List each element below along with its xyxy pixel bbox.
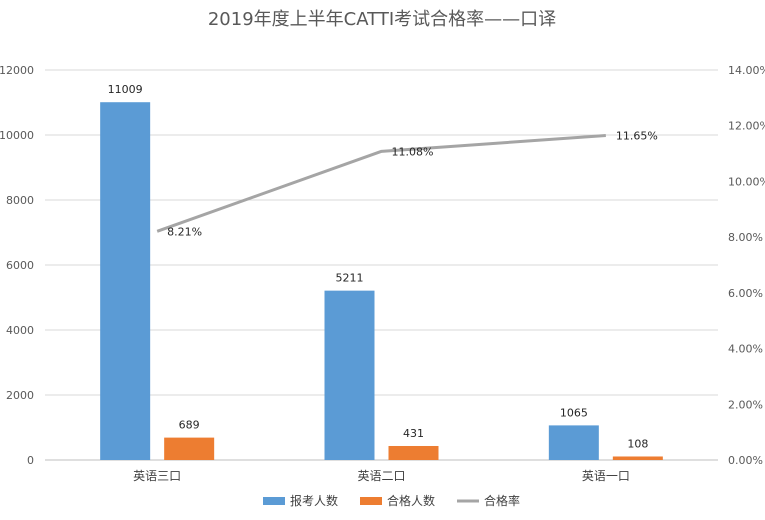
y-axis-right: 0.00% 2.00% 4.00% 6.00% 8.00% 10.00% 12.00% 14.… — [728, 64, 765, 467]
legend-label: 合格人数 — [387, 493, 435, 508]
legend-swatch — [360, 497, 382, 505]
x-category-label: 英语一口 — [582, 469, 630, 483]
y-right-tick-label: 4.00% — [728, 343, 763, 356]
y-right-tick-label: 8.00% — [728, 231, 763, 244]
bar-data-label: 108 — [627, 437, 648, 450]
bar-data-label: 431 — [403, 427, 424, 440]
bar-报考人数-英语一口 — [548, 425, 599, 460]
bar-合格人数-英语三口 — [164, 437, 215, 460]
x-category-label: 英语二口 — [357, 469, 405, 483]
y-left-tick-label: 0 — [27, 454, 34, 467]
bar-合格人数-英语一口 — [612, 456, 663, 460]
line-data-label: 11.08% — [392, 145, 434, 158]
bar-报考人数-英语三口 — [100, 102, 151, 461]
bar-data-label: 11009 — [108, 83, 143, 96]
bar-报考人数-英语二口 — [324, 290, 375, 460]
bar-data-label: 1065 — [560, 406, 588, 419]
y-axis-left: 0 2000 4000 6000 8000 10000 12000 — [0, 64, 34, 467]
legend-label: 报考人数 — [290, 493, 338, 508]
y-left-tick-label: 8000 — [6, 194, 34, 207]
y-right-tick-label: 2.00% — [728, 398, 763, 411]
line-data-label: 8.21% — [167, 225, 202, 238]
data-labels: 11009 5211 1065 689 431 108 8.21% 11.08% 11.65% — [108, 83, 658, 450]
bar-data-label: 689 — [179, 419, 200, 432]
y-left-tick-label: 10000 — [0, 129, 34, 142]
legend-label: 合格率 — [484, 493, 520, 508]
line-合格率 — [156, 133, 606, 233]
x-category-label: 英语三口 — [133, 469, 181, 483]
y-left-tick-label: 4000 — [6, 324, 34, 337]
legend: 报考人数 合格人数 合格率 — [263, 493, 520, 508]
y-left-tick-label: 2000 — [6, 389, 34, 402]
y-right-tick-label: 10.00% — [728, 175, 765, 188]
legend-swatch — [263, 497, 285, 505]
y-right-tick-label: 0.00% — [728, 454, 763, 467]
chart-title: 2019年度上半年CATTI考试合格率——口译 — [208, 9, 556, 30]
y-right-tick-label: 12.00% — [728, 120, 765, 133]
y-right-tick-label: 14.00% — [728, 64, 765, 77]
x-axis-categories: 英语三口 英语二口 英语一口 — [133, 469, 630, 483]
bar-合格人数-英语二口 — [388, 445, 439, 460]
gridlines — [45, 69, 718, 461]
line-data-label: 11.65% — [616, 129, 658, 142]
bar-data-label: 5211 — [336, 272, 364, 285]
line-series — [156, 133, 606, 233]
y-left-tick-label: 6000 — [6, 259, 34, 272]
bar-series — [100, 102, 663, 461]
y-left-tick-label: 12000 — [0, 64, 34, 77]
y-right-tick-label: 6.00% — [728, 287, 763, 300]
